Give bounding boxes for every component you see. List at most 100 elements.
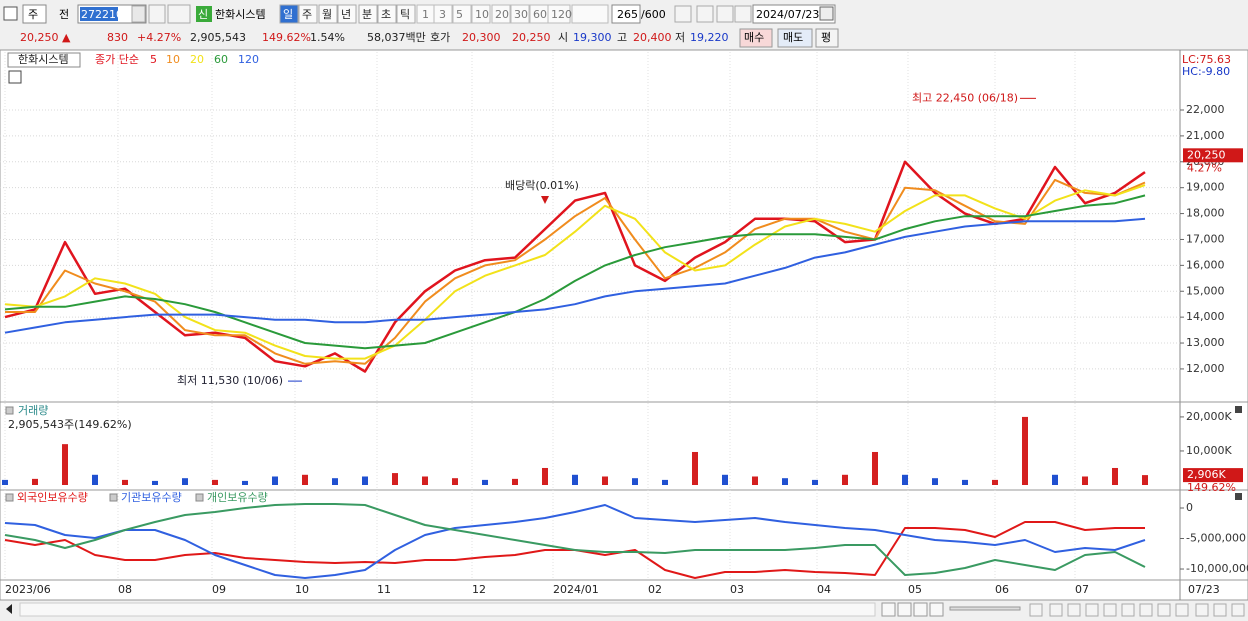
count-text: 265 xyxy=(617,8,638,21)
period-button-label[interactable]: 틱 xyxy=(400,8,410,21)
buy-button[interactable] xyxy=(739,28,773,48)
tool-icon[interactable] xyxy=(1085,603,1099,617)
legend-entry: 외국인보유수량 xyxy=(17,491,88,504)
legend-entry: 개인보유수량 xyxy=(207,491,268,504)
series-line xyxy=(4,217,1146,334)
volume-bar xyxy=(452,478,458,485)
period-button[interactable] xyxy=(279,4,299,24)
search-button[interactable] xyxy=(148,4,166,24)
period-button-label[interactable]: 초 xyxy=(381,8,391,21)
tool-icon[interactable] xyxy=(1195,603,1209,617)
buy-label[interactable]: 매수 xyxy=(744,31,764,44)
period-button-label[interactable]: 월 xyxy=(322,8,332,21)
grid-icon[interactable] xyxy=(8,70,22,84)
code-text: 272210 xyxy=(81,8,123,21)
period-button-label[interactable]: 일 xyxy=(283,7,293,21)
tool-icon[interactable] xyxy=(1103,603,1117,617)
interval-button-label[interactable]: 120 xyxy=(551,8,572,21)
playback-button[interactable] xyxy=(929,602,944,617)
playback-button[interactable] xyxy=(913,602,928,617)
quote-price: 20,250 ▲ xyxy=(20,31,71,44)
interval-button[interactable] xyxy=(547,4,571,24)
scroll-track xyxy=(19,602,876,617)
interval-button[interactable] xyxy=(433,4,453,24)
close-icon xyxy=(1235,493,1242,500)
period-button[interactable] xyxy=(358,4,378,24)
avg-button[interactable] xyxy=(815,28,839,48)
period-button-label[interactable]: 년 xyxy=(341,8,351,21)
prev-button[interactable]: 전 xyxy=(59,8,69,21)
tool-icon[interactable] xyxy=(1157,603,1171,617)
x-tick-label: 2023/06 xyxy=(5,583,51,596)
avg-label[interactable]: 평 xyxy=(821,31,831,44)
period-button[interactable] xyxy=(318,4,338,24)
interval-button[interactable] xyxy=(471,4,491,24)
period-button[interactable] xyxy=(298,4,318,24)
high-annotation: 최고 22,450 (06/18) xyxy=(912,91,1018,104)
tool-icon[interactable] xyxy=(674,5,692,23)
tool-icon[interactable] xyxy=(1049,603,1063,617)
tool-icon[interactable] xyxy=(1213,603,1227,617)
badge xyxy=(196,6,212,22)
tool-icon[interactable] xyxy=(1067,603,1081,617)
legend-entry: 기관보유수량 xyxy=(121,491,182,504)
tool-icon[interactable] xyxy=(1029,603,1043,617)
tool-icon[interactable] xyxy=(1231,603,1245,617)
zoom-slider[interactable] xyxy=(949,606,1021,611)
code-dropdown[interactable] xyxy=(131,5,146,23)
period-select[interactable] xyxy=(22,4,47,24)
period-select-label[interactable]: 주 xyxy=(28,8,38,21)
period-button[interactable] xyxy=(396,4,416,24)
interval-button-label[interactable]: 30 xyxy=(514,8,528,21)
volume-bar xyxy=(752,476,758,485)
date-input[interactable] xyxy=(752,4,836,24)
interval-dropdown[interactable] xyxy=(571,4,609,24)
current-change: 4.27% xyxy=(1187,161,1222,174)
tool-icon[interactable] xyxy=(734,5,752,23)
volume-bar xyxy=(1112,467,1118,485)
volume-subtitle: 2,905,543주(149.62%) xyxy=(8,418,132,431)
sell-label[interactable]: 매도 xyxy=(783,31,803,44)
count-input[interactable] xyxy=(611,4,641,24)
interval-button-label[interactable]: 10 xyxy=(475,8,489,21)
calendar-button[interactable] xyxy=(819,6,834,21)
interval-button[interactable] xyxy=(510,4,530,24)
period-button[interactable] xyxy=(337,4,357,24)
interval-button-label[interactable]: 60 xyxy=(533,8,547,21)
volume-bar xyxy=(332,478,338,485)
tool-icon[interactable] xyxy=(1121,603,1135,617)
scroll-left[interactable] xyxy=(6,604,12,614)
x-tick-label: 06 xyxy=(995,583,1009,596)
interval-button[interactable] xyxy=(452,4,472,24)
y-tick-label: 0 xyxy=(1186,501,1193,514)
quote-open: 19,300 xyxy=(573,31,612,44)
volume-bar xyxy=(872,451,878,485)
sell-button[interactable] xyxy=(777,28,813,48)
tool-icon[interactable] xyxy=(1175,603,1189,617)
interval-button[interactable] xyxy=(491,4,511,24)
tool-icon[interactable] xyxy=(696,5,714,23)
sound-button[interactable] xyxy=(167,4,191,24)
interval-button-label[interactable]: 3 xyxy=(439,8,446,21)
y-tick-label: 16,000 xyxy=(1186,258,1225,271)
y-tick-label: 15,000 xyxy=(1186,284,1225,297)
code-selection xyxy=(80,7,118,21)
x-end-label: 07/23 xyxy=(1188,583,1220,596)
volume-bar xyxy=(812,479,818,485)
legend-icon xyxy=(109,493,118,502)
interval-button-label[interactable]: 20 xyxy=(495,8,509,21)
volume-bar xyxy=(1082,476,1088,485)
period-button[interactable] xyxy=(377,4,397,24)
interval-button-label[interactable]: 5 xyxy=(456,8,463,21)
playback-button[interactable] xyxy=(897,602,912,617)
quote-amount: 58,037백만 xyxy=(367,31,426,44)
menu-icon[interactable] xyxy=(3,6,18,21)
playback-button[interactable] xyxy=(881,602,896,617)
interval-button-label[interactable]: 1 xyxy=(422,8,429,21)
period-button-label[interactable]: 주 xyxy=(302,8,312,21)
tool-icon[interactable] xyxy=(1139,603,1153,617)
period-button-label[interactable]: 분 xyxy=(362,8,372,21)
tool-icon[interactable] xyxy=(716,5,734,23)
close-icon xyxy=(1235,406,1242,413)
